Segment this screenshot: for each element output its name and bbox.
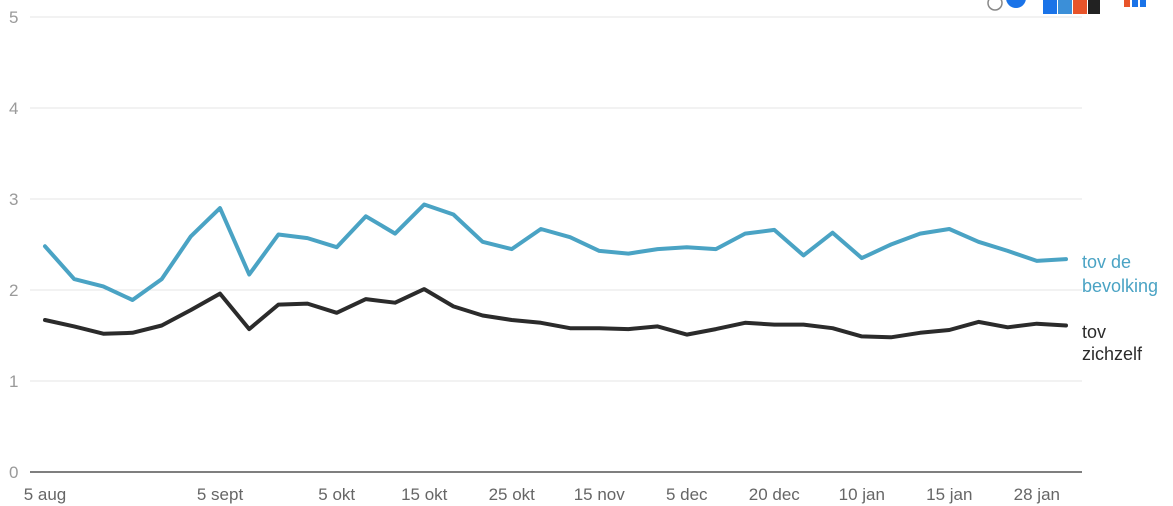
series-label-1: tov de: [1082, 252, 1131, 272]
x-tick-label: 5 sept: [197, 485, 244, 504]
y-tick-label: 2: [9, 281, 18, 300]
y-tick-label: 5: [9, 8, 18, 27]
series-label-1: bevolking: [1082, 276, 1158, 296]
y-tick-label: 4: [9, 99, 18, 118]
y-axis-ticks: 0 1 2 3 4 5: [9, 8, 18, 482]
x-tick-label: 5 aug: [24, 485, 67, 504]
series-label-2: zichzelf: [1082, 344, 1143, 364]
x-axis-ticks: 5 aug 5 sept 5 okt 15 okt 25 okt 15 nov 5 dec 2…: [24, 485, 1060, 504]
y-tick-label: 0: [9, 463, 18, 482]
x-tick-label: 5 dec: [666, 485, 708, 504]
x-tick-label: 28 jan: [1014, 485, 1060, 504]
x-tick-label: 5 okt: [318, 485, 355, 504]
series-label-2: tov: [1082, 322, 1106, 342]
y-tick-label: 3: [9, 190, 18, 209]
x-tick-label: 20 dec: [749, 485, 801, 504]
partial-logo-icons: [987, 0, 1146, 14]
x-tick-label: 10 jan: [839, 485, 885, 504]
series-line-2: [43, 287, 1068, 340]
x-tick-label: 15 okt: [401, 485, 448, 504]
series-line-1: [43, 202, 1068, 302]
x-tick-label: 15 nov: [574, 485, 626, 504]
gridlines: [30, 16, 1082, 473]
y-tick-label: 1: [9, 372, 18, 391]
series-lines: [43, 202, 1068, 340]
x-tick-label: 25 okt: [489, 485, 536, 504]
x-tick-label: 15 jan: [926, 485, 972, 504]
